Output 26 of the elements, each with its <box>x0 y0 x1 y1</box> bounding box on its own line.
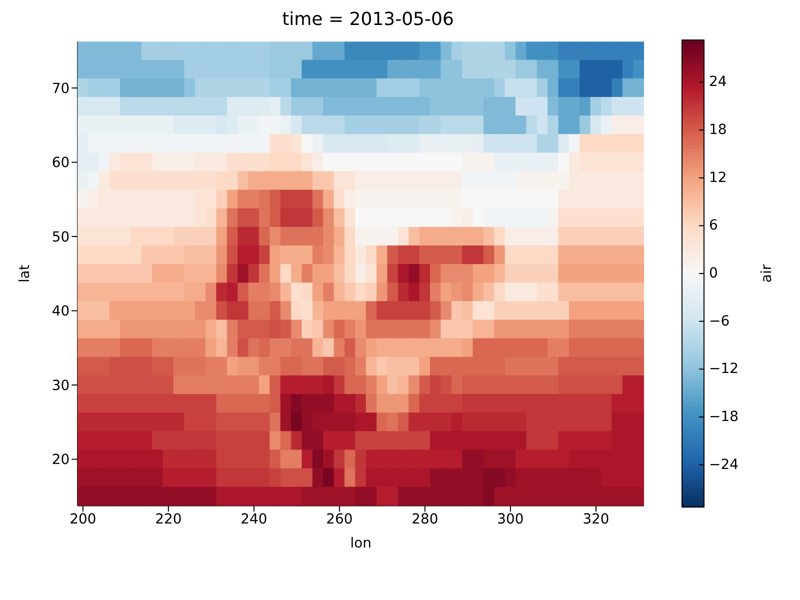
y-tick-label: 30 <box>52 378 70 394</box>
x-tick-label: 280 <box>412 512 438 528</box>
y-axis-title: lat <box>16 264 33 283</box>
x-tick-label: 220 <box>155 512 182 528</box>
x-axis-title: lon <box>350 535 372 552</box>
y-tick-label: 50 <box>52 229 70 246</box>
color-bar-label: −12 <box>709 361 739 378</box>
color-bar-label: 24 <box>709 74 727 90</box>
color-bar-label: 12 <box>709 170 727 186</box>
x-tick-label: 260 <box>326 512 353 528</box>
y-tick-label: 20 <box>52 452 70 468</box>
y-tick-label: 60 <box>52 155 70 172</box>
color-bar-title: air <box>759 264 775 283</box>
color-bar-label: 6 <box>709 218 718 234</box>
x-tick-label: 240 <box>240 512 268 528</box>
x-tick-label: 320 <box>582 512 610 528</box>
color-bar-label: −24 <box>709 456 739 473</box>
y-tick-label: 40 <box>52 304 70 320</box>
x-tick-label: 300 <box>497 512 524 528</box>
color-bar-label: −6 <box>709 313 730 330</box>
color-bar-label: −18 <box>709 408 739 425</box>
y-tick-label: 70 <box>52 80 70 97</box>
color-bar-label: 18 <box>709 122 727 138</box>
chart-title: time = 2013-05-06 <box>281 8 455 32</box>
x-tick-label: 200 <box>70 512 96 528</box>
color-bar-label: 0 <box>709 266 718 282</box>
